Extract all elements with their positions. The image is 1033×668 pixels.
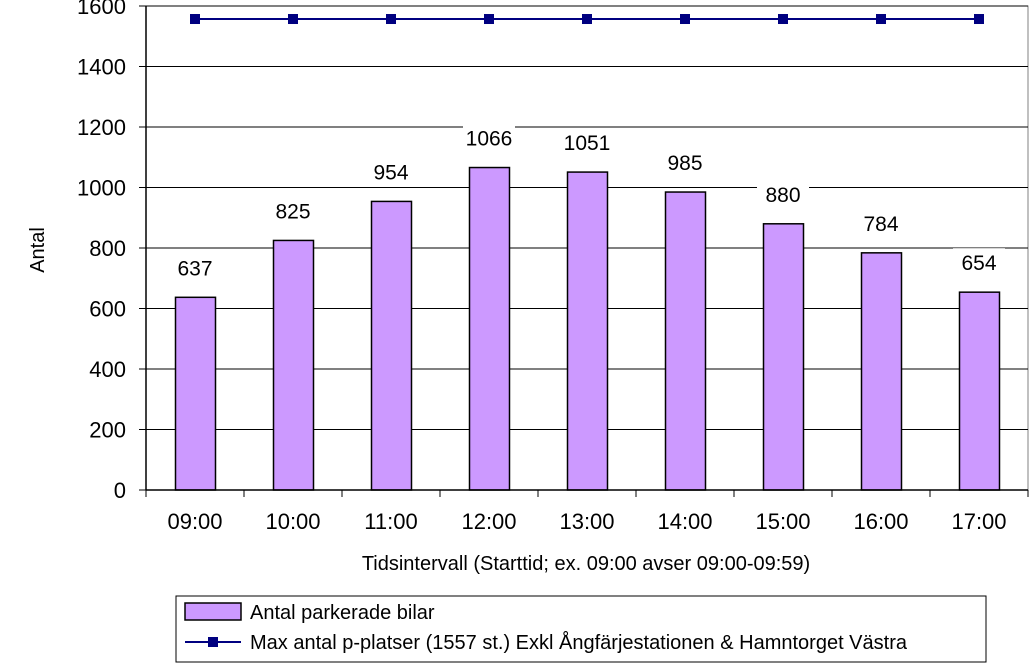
x-tick-label: 15:00	[755, 509, 810, 534]
data-label: 784	[863, 213, 898, 236]
y-axis-title: Antal	[27, 227, 49, 273]
x-tick-label: 12:00	[461, 509, 516, 534]
legend-swatch-bars	[184, 602, 242, 621]
data-label-bg	[757, 179, 809, 206]
data-label-bg	[659, 148, 711, 175]
data-label: 880	[765, 184, 800, 207]
x-tick-label: 14:00	[657, 509, 712, 534]
bar-series	[174, 166, 1001, 491]
bar	[958, 291, 1001, 491]
line-marker	[974, 14, 984, 25]
x-tick-label: 10:00	[265, 509, 320, 534]
data-label: 1051	[564, 132, 611, 155]
data-label-bg	[267, 196, 319, 223]
data-label-bg	[169, 253, 221, 280]
y-tick-label: 400	[89, 357, 126, 382]
data-label: 825	[275, 200, 310, 223]
legend-marker-max	[208, 637, 218, 647]
y-tick-label: 1600	[77, 0, 126, 19]
y-tick-label: 1200	[77, 115, 126, 140]
line-marker	[680, 14, 690, 25]
data-label-bg	[561, 128, 613, 155]
line-marker	[582, 14, 592, 25]
line-series	[190, 14, 984, 25]
data-label-bg	[463, 123, 515, 150]
line-marker	[386, 14, 396, 25]
bar	[272, 239, 315, 491]
y-tick-label: 800	[89, 236, 126, 261]
x-axis-title: Tidsintervall (Starttid; ex. 09:00 avser…	[362, 553, 810, 575]
bar	[762, 223, 805, 491]
line-marker	[190, 14, 200, 25]
data-label: 985	[667, 152, 702, 175]
data-label: 654	[961, 252, 996, 275]
legend-label-max: Max antal p-platser (1557 st.) Exkl Ångf…	[250, 631, 908, 654]
bar	[566, 171, 609, 491]
legend: Antal parkerade bilar Max antal p-platse…	[175, 595, 987, 663]
data-label-bg	[855, 208, 907, 235]
bar	[370, 200, 413, 491]
x-tick-label: 17:00	[951, 509, 1006, 534]
bar	[468, 166, 511, 491]
axes: 0 200 400 600 800 1000 1200 1400 1600 09:00 10:00 1…	[77, 0, 1029, 534]
y-tick-label: 1000	[77, 176, 126, 201]
y-tick-label: 0	[114, 478, 126, 503]
x-tick-label: 16:00	[853, 509, 908, 534]
data-label: 637	[177, 257, 212, 280]
bar	[174, 296, 217, 491]
line-marker	[778, 14, 788, 25]
line-marker	[876, 14, 886, 25]
data-label-bg	[953, 248, 1005, 275]
data-label-bg	[365, 157, 417, 184]
data-labels: 637 825 954 1066 1051 985 880 784 654	[169, 123, 1005, 280]
y-tick-label: 600	[89, 297, 126, 322]
x-tick-label: 13:00	[559, 509, 614, 534]
y-tick-label: 200	[89, 418, 126, 443]
data-label: 1066	[466, 128, 513, 151]
bar	[860, 252, 903, 491]
x-tick-label: 11:00	[364, 509, 417, 534]
legend-label-bars: Antal parkerade bilar	[250, 602, 435, 624]
y-tick-label: 1400	[77, 55, 126, 80]
line-marker	[484, 14, 494, 25]
bar	[664, 191, 707, 491]
data-label: 954	[373, 161, 408, 184]
x-tick-label: 09:00	[167, 509, 222, 534]
legend-box	[175, 595, 987, 663]
line-marker	[288, 14, 298, 25]
